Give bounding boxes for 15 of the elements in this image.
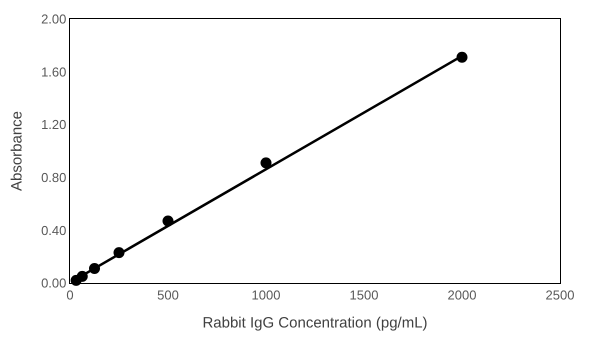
point [260, 157, 272, 168]
y-tick-label: 2.00 [41, 12, 66, 27]
x-tick-label: 1000 [252, 288, 280, 303]
x-tick-label: 1500 [350, 288, 378, 303]
x-tick-label: 500 [157, 288, 179, 303]
y-axis-title: Absorbance [8, 110, 26, 192]
y-tick-label: 1.60 [41, 64, 66, 80]
y-tick-label: 0.80 [41, 170, 66, 185]
x-tick-label: 2000 [448, 288, 476, 303]
y-tick-label: 0.00 [41, 276, 66, 291]
x-axis-title: Rabbit IgG Concentration (pg/mL) [202, 314, 428, 332]
x-tick-label: 0 [66, 288, 74, 303]
y-tick-label: 1.20 [41, 117, 66, 132]
x-tick-label: 2500 [546, 288, 574, 303]
y-tick-label: 0.40 [41, 222, 66, 238]
